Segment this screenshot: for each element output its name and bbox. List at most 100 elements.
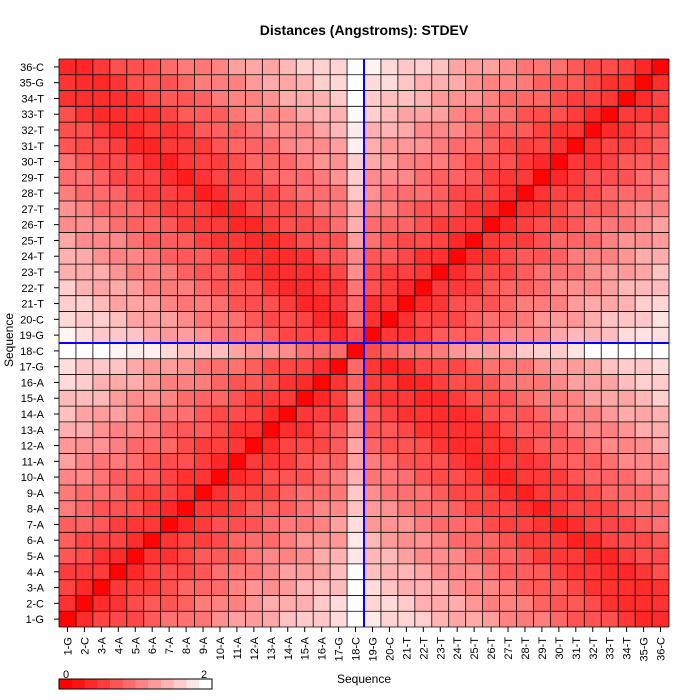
heatmap-cell: [330, 311, 348, 328]
heatmap-cell: [143, 548, 161, 564]
heatmap-cell: [448, 311, 466, 328]
heatmap-cell: [262, 563, 280, 580]
heatmap-cell: [177, 90, 195, 107]
heatmap-cell: [482, 169, 500, 186]
heatmap-cell: [516, 469, 534, 485]
heatmap-cell: [618, 437, 636, 454]
heatmap-cell: [567, 485, 585, 501]
heatmap-cell: [59, 579, 76, 596]
heatmap-cell: [177, 437, 195, 454]
heatmap-cell: [109, 343, 127, 359]
heatmap-cell: [279, 169, 297, 186]
x-tick-label: 26-T: [486, 637, 498, 660]
heatmap-cell: [431, 232, 449, 249]
heatmap-cell: [177, 169, 195, 186]
heatmap-cell: [160, 548, 178, 564]
heatmap-cell: [635, 185, 653, 201]
heatmap-cell: [177, 406, 195, 422]
heatmap-cell: [279, 595, 297, 612]
heatmap-cell: [347, 248, 364, 265]
heatmap-cell: [126, 327, 144, 343]
heatmap-cell: [380, 453, 398, 470]
heatmap-cell: [465, 137, 483, 154]
heatmap-cell: [143, 169, 161, 186]
highlight-lines: [59, 59, 669, 627]
heatmap-cell: [465, 201, 483, 217]
heatmap-cell: [567, 295, 585, 312]
heatmap-cell: [262, 532, 280, 549]
heatmap-cell: [347, 485, 364, 501]
heatmap-cell: [533, 563, 551, 580]
heatmap-cell: [160, 279, 178, 296]
heatmap-cell: [59, 248, 76, 265]
heatmap-cell: [482, 248, 500, 265]
heatmap-cell: [482, 485, 500, 501]
heatmap-cell: [380, 185, 398, 201]
y-tick-label: 5-A: [27, 551, 45, 563]
heatmap-cell: [347, 374, 364, 391]
heatmap-cell: [245, 374, 263, 391]
heatmap-cell: [160, 595, 178, 612]
heatmap-cell: [397, 216, 415, 233]
heatmap-cell: [618, 248, 636, 265]
heatmap-cell: [194, 279, 212, 296]
heatmap-cell: [652, 201, 669, 217]
heatmap-cell: [228, 185, 246, 201]
heatmap-cell: [279, 358, 297, 375]
heatmap-cell: [550, 453, 568, 470]
heatmap-cell: [177, 311, 195, 328]
heatmap-cell: [109, 311, 127, 328]
heatmap-cell: [414, 311, 432, 328]
heatmap-cell: [143, 201, 161, 217]
heatmap-cell: [584, 453, 602, 470]
heatmap-cell: [211, 390, 229, 407]
heatmap-cell: [482, 453, 500, 470]
heatmap-cell: [397, 406, 415, 422]
heatmap-cell: [228, 343, 246, 359]
heatmap-cell: [499, 74, 517, 91]
heatmap-cell: [635, 453, 653, 470]
heatmap-cell: [109, 137, 127, 154]
heatmap-cell: [414, 59, 432, 75]
heatmap-cell: [482, 137, 500, 154]
heatmap-cell: [160, 74, 178, 91]
heatmap-cell: [516, 563, 534, 580]
heatmap-cell: [380, 421, 398, 438]
heatmap-cell: [313, 311, 331, 328]
heatmap-cell: [601, 106, 619, 123]
heatmap-cell: [109, 437, 127, 454]
heatmap-cell: [635, 169, 653, 186]
y-tick-label: 31-T: [21, 141, 44, 153]
heatmap-cell: [296, 611, 314, 627]
heatmap-cell: [448, 185, 466, 201]
colorbar-swatch: [84, 679, 98, 689]
heatmap-cell: [296, 563, 314, 580]
heatmap-cell: [279, 153, 297, 170]
y-tick-label: 17-G: [20, 362, 44, 374]
heatmap-cell: [330, 137, 348, 154]
heatmap-cell: [177, 469, 195, 485]
heatmap-cell: [465, 563, 483, 580]
heatmap-cell: [550, 311, 568, 328]
heatmap-cell: [499, 232, 517, 249]
heatmap-cell: [397, 279, 415, 296]
heatmap-cell: [109, 279, 127, 296]
heatmap-cell: [228, 311, 246, 328]
heatmap-cell: [126, 74, 144, 91]
heatmap-cell: [109, 453, 127, 470]
heatmap-cell: [516, 358, 534, 375]
heatmap-cell: [279, 485, 297, 501]
heatmap-cell: [177, 611, 195, 627]
heatmap-cell: [313, 122, 331, 138]
heatmap-cell: [601, 579, 619, 596]
heatmap-cell: [59, 374, 76, 391]
heatmap-cell: [550, 437, 568, 454]
heatmap-cell: [262, 516, 280, 533]
heatmap-cell: [414, 74, 432, 91]
heatmap-cell: [347, 579, 364, 596]
heatmap-cell: [296, 595, 314, 612]
heatmap-cell: [364, 548, 381, 564]
heatmap-cell: [313, 469, 331, 485]
heatmap-cell: [567, 232, 585, 249]
heatmap-cell: [143, 500, 161, 517]
